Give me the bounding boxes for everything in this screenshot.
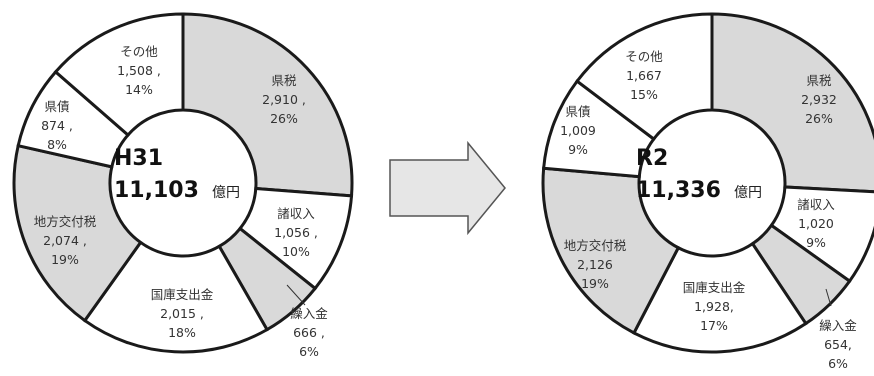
center-total: 11,103 <box>114 178 199 203</box>
slice-label: 県税 2,910 , 26% <box>262 73 306 126</box>
slice-label: その他 1,667 15% <box>625 49 663 102</box>
center-total: 11,336 <box>636 178 721 203</box>
center-unit: 億円 <box>734 185 762 201</box>
donut-chart-h31: 県税 2,910 , 26% 諸収入 1,056 , 10% 繰入金 666 , 6% 国庫支出金… <box>12 12 354 359</box>
slice-label: その他 1,508 , 14% <box>117 44 161 97</box>
slice-label: 繰入金 654, 6% <box>819 318 857 371</box>
slice-label: 国庫支出金 1,928, 17% <box>683 280 746 333</box>
slice-label: 地方交付税 2,126 19% <box>564 238 627 291</box>
slice-label: 県債 1,009 9% <box>560 104 596 157</box>
leader-line <box>825 288 832 307</box>
center-unit: 億円 <box>212 185 240 201</box>
slice-6 <box>575 12 714 142</box>
slice-label: 諸収入 1,056 , 10% <box>274 206 318 259</box>
center-title: R2 <box>636 146 668 171</box>
center-title: H31 <box>114 146 163 171</box>
slice-label: 県税 2,932 26% <box>801 73 837 126</box>
right-arrow-icon <box>389 140 506 236</box>
slice-label: 繰入金 666 , 6% <box>290 306 328 359</box>
leader-line <box>286 284 306 306</box>
slice-3 <box>631 241 808 354</box>
slice-0 <box>710 12 874 194</box>
slice-label: 地方交付税 2,074 , 19% <box>34 214 97 267</box>
slice-3 <box>82 240 270 354</box>
slice-label: 国庫支出金 2,015 , 18% <box>151 287 214 340</box>
slice-4 <box>541 166 681 335</box>
slice-0 <box>181 12 354 198</box>
slice-label: 県債 874 , 8% <box>41 99 73 152</box>
slice-6 <box>53 12 185 138</box>
slice-label: 諸収入 1,020 9% <box>797 197 835 250</box>
slice-4 <box>12 143 143 323</box>
donut-chart-r2: 県税 2,932 26% 諸収入 1,020 9% 繰入金 654, 6% 国庫支出金 1,928,… <box>541 12 874 371</box>
